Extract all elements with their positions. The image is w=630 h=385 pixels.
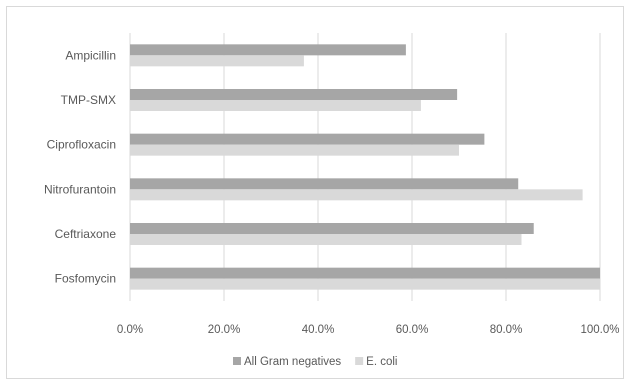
legend-swatch bbox=[233, 357, 241, 365]
x-tick-label: 20.0% bbox=[208, 324, 241, 336]
x-tick-label: 40.0% bbox=[302, 324, 335, 336]
bar-tmp-smx-series-0 bbox=[130, 89, 458, 100]
gridlines bbox=[129, 33, 601, 301]
x-tick-label: 100.0% bbox=[580, 324, 619, 336]
bar-nitrofurantoin-series-0 bbox=[130, 178, 519, 190]
bar-ceftriaxone-series-0 bbox=[130, 223, 534, 234]
bar-ciprofloxacin-series-0 bbox=[130, 133, 485, 145]
category-label: TMP-SMX bbox=[61, 93, 116, 107]
bars bbox=[130, 44, 600, 290]
bar-tmp-smx-series-1 bbox=[130, 100, 421, 111]
legend-label: E. coli bbox=[366, 356, 397, 368]
bar-ampicillin-series-0 bbox=[130, 44, 406, 56]
category-label: Nitrofurantoin bbox=[44, 182, 116, 196]
category-label: Ampicillin bbox=[65, 48, 116, 62]
bar-ampicillin-series-1 bbox=[130, 55, 304, 67]
x-tick-label: 60.0% bbox=[396, 324, 429, 336]
legend-label: All Gram negatives bbox=[244, 356, 341, 368]
x-tick-labels: 0.0% 20.0% 40.0% 60.0% 80.0% 100.0% bbox=[117, 324, 620, 336]
bar-ciprofloxacin-series-1 bbox=[130, 144, 459, 156]
legend-swatch bbox=[355, 357, 364, 365]
x-tick-label: 0.0% bbox=[117, 324, 143, 336]
category-label: Ciprofloxacin bbox=[47, 138, 116, 152]
bar-ceftriaxone-series-1 bbox=[130, 234, 522, 245]
legend: All Gram negatives E. coli bbox=[233, 356, 397, 368]
bar-nitrofurantoin-series-1 bbox=[130, 189, 583, 201]
bar-fosfomycin-series-1 bbox=[130, 278, 600, 290]
category-label: Ceftriaxone bbox=[55, 227, 117, 241]
bar-fosfomycin-series-0 bbox=[130, 267, 600, 279]
x-tick-label: 80.0% bbox=[490, 324, 523, 336]
category-labels: Ampicillin TMP-SMX Ciprofloxacin Nitrofuran… bbox=[44, 48, 116, 285]
category-label: Fosfomycin bbox=[55, 272, 116, 286]
